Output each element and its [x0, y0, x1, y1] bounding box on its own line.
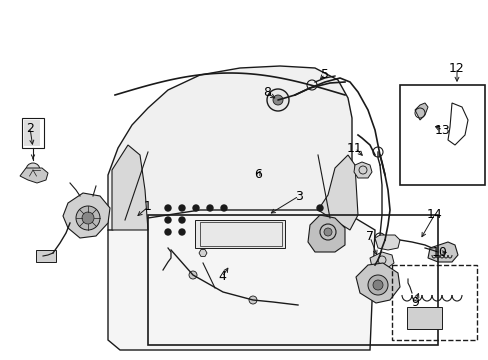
Polygon shape	[307, 215, 345, 252]
Text: 8: 8	[263, 86, 270, 99]
Circle shape	[324, 228, 331, 236]
Text: 14: 14	[426, 207, 442, 220]
Text: 5: 5	[320, 68, 328, 81]
Polygon shape	[355, 263, 399, 303]
Polygon shape	[63, 193, 110, 238]
Text: 3: 3	[294, 189, 303, 202]
Text: 11: 11	[346, 141, 362, 154]
Text: 12: 12	[448, 62, 464, 75]
Text: 1: 1	[144, 201, 152, 213]
Circle shape	[367, 275, 387, 295]
Polygon shape	[353, 162, 371, 178]
Circle shape	[164, 217, 171, 223]
Polygon shape	[199, 249, 206, 256]
Text: 2: 2	[26, 122, 34, 135]
Polygon shape	[108, 210, 374, 350]
Circle shape	[206, 205, 213, 211]
Polygon shape	[427, 242, 457, 262]
Bar	[200, 222, 282, 246]
Bar	[22, 118, 44, 148]
Circle shape	[179, 229, 184, 235]
Circle shape	[316, 205, 323, 211]
Bar	[36, 250, 56, 262]
Polygon shape	[414, 103, 427, 120]
Circle shape	[164, 205, 171, 211]
Polygon shape	[20, 168, 48, 183]
Circle shape	[26, 163, 40, 177]
Circle shape	[179, 205, 184, 211]
Circle shape	[372, 280, 382, 290]
Bar	[406, 307, 441, 329]
Text: 6: 6	[254, 168, 262, 181]
Polygon shape	[374, 235, 399, 250]
Polygon shape	[112, 145, 148, 230]
Text: 9: 9	[410, 296, 418, 309]
Polygon shape	[317, 155, 357, 230]
Circle shape	[221, 205, 226, 211]
Bar	[391, 265, 476, 340]
Circle shape	[179, 217, 184, 223]
Circle shape	[164, 229, 171, 235]
Polygon shape	[108, 66, 351, 250]
Text: 4: 4	[218, 270, 225, 284]
Bar	[399, 85, 484, 185]
Circle shape	[76, 206, 100, 230]
Text: 10: 10	[431, 247, 447, 260]
Circle shape	[189, 271, 197, 279]
Bar	[148, 215, 437, 345]
Circle shape	[266, 89, 288, 111]
Circle shape	[248, 296, 257, 304]
Bar	[195, 220, 285, 248]
Circle shape	[193, 205, 199, 211]
Text: 7: 7	[365, 230, 373, 243]
Polygon shape	[369, 252, 393, 270]
Circle shape	[272, 95, 283, 105]
Text: 13: 13	[434, 123, 450, 136]
Circle shape	[82, 212, 94, 224]
